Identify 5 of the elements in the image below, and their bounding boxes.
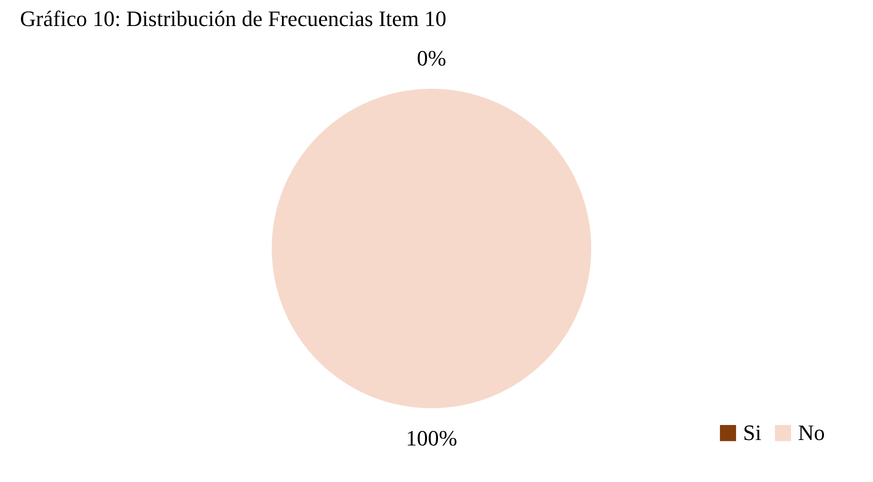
legend-label: Si xyxy=(743,420,762,445)
data-label: 100% xyxy=(406,426,458,450)
text: 0% xyxy=(416,46,446,70)
legend-label: No xyxy=(798,420,825,445)
chart-title: Gráfico 10: Distribución de Frecuencias Item 10 xyxy=(20,6,446,31)
